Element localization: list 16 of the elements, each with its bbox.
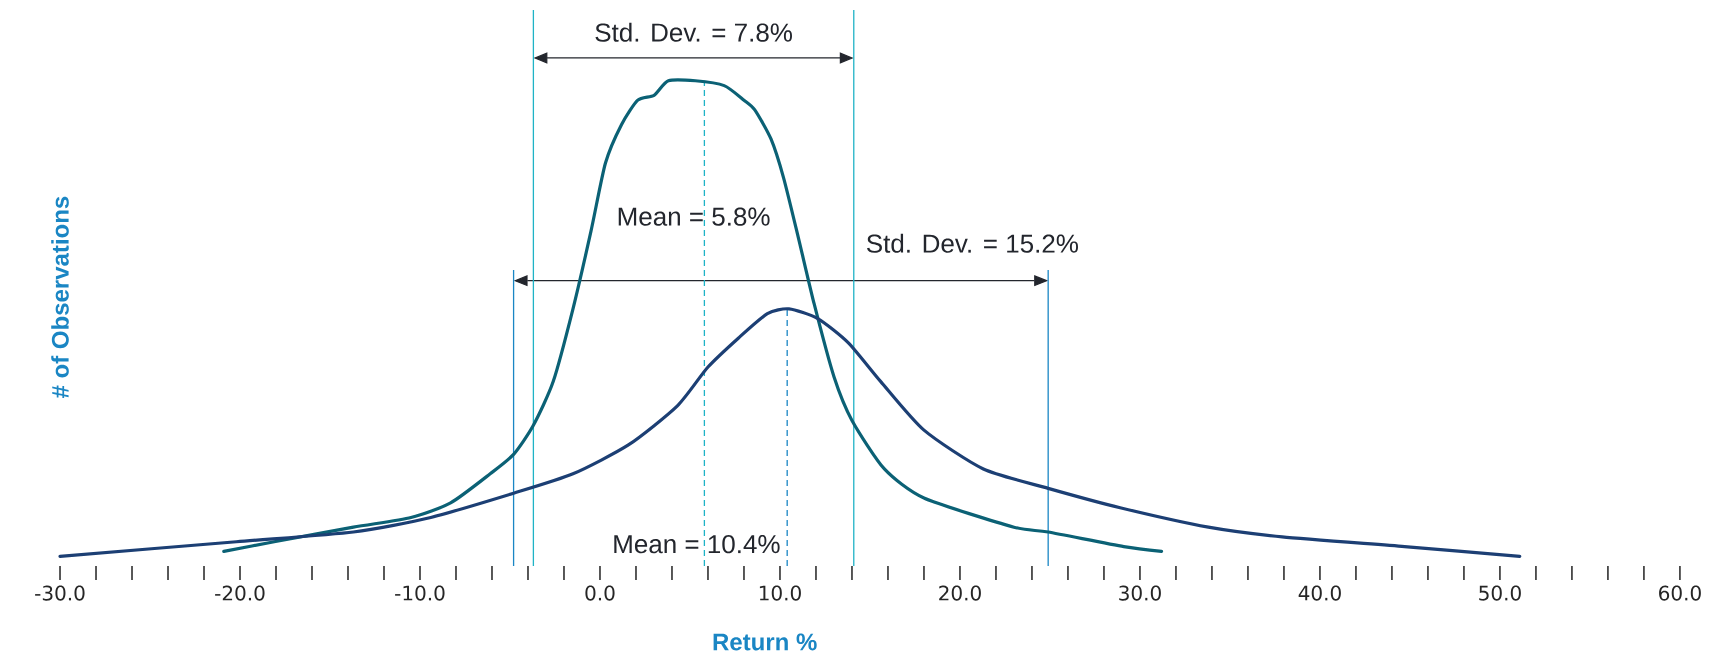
x-axis-title: Return % — [713, 633, 817, 651]
x-tick-label: 50.0 — [1479, 585, 1521, 601]
x-tick-label: 0.0 — [585, 585, 615, 601]
x-tick-label: 40.0 — [1298, 585, 1341, 601]
text: Std. Dev. = 7.8% — [595, 22, 792, 42]
x-tick-label: 20.0 — [939, 585, 981, 601]
y-axis-title: # of Observations — [51, 196, 69, 399]
x-tick-label: -10.0 — [395, 585, 445, 601]
x-tick-label: 60.0 — [1659, 585, 1701, 601]
ref-line-label: Mean = 10.4% — [614, 534, 780, 554]
x-tick-label: 30.0 — [1119, 585, 1161, 601]
ref-line-label: Mean = 5.8% — [618, 207, 770, 226]
x-tick-label: -20.0 — [215, 585, 265, 601]
annotation: Std. Dev. = 15.2% — [866, 233, 1078, 253]
x-tick-label: 10.0 — [759, 585, 801, 601]
x-tick-label: -30.0 — [35, 585, 85, 601]
